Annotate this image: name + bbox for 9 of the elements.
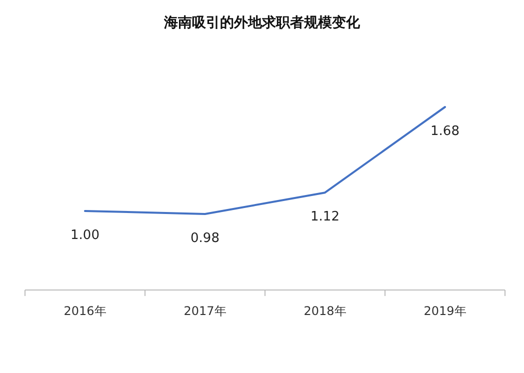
data-label: 1.12 [310, 210, 340, 225]
x-tick-label: 2017年 [184, 304, 226, 318]
chart-title: 海南吸引的外地求职者规模变化 [163, 14, 361, 31]
data-label: 0.98 [190, 231, 220, 246]
data-label: 1.68 [430, 124, 460, 139]
x-tick-label: 2018年 [304, 304, 346, 318]
x-tick-label: 2019年 [424, 304, 466, 318]
data-label: 1.00 [70, 228, 100, 243]
x-tick-label: 2016年 [64, 304, 106, 318]
